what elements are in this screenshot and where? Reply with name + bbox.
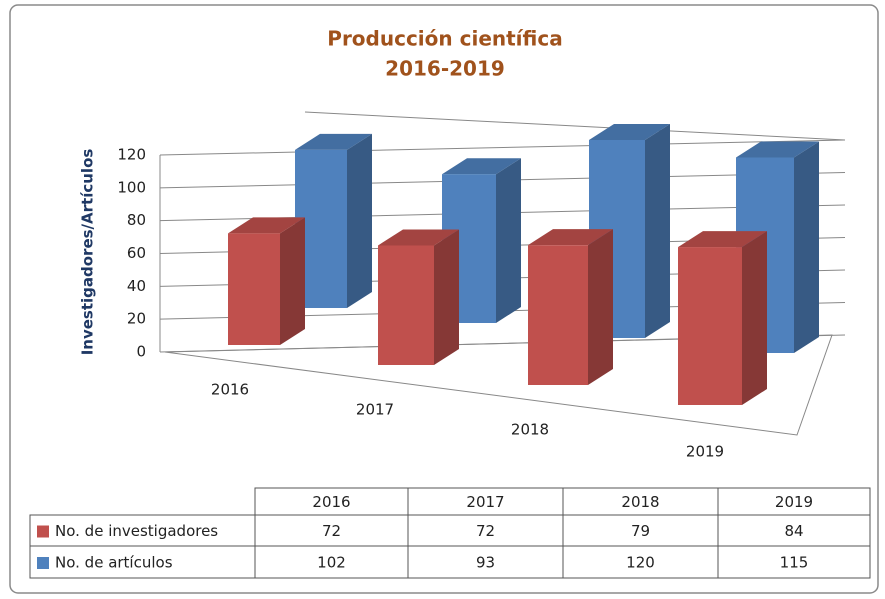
bar-top — [378, 229, 459, 246]
y-tick-label: 20 — [127, 310, 146, 328]
bar — [228, 233, 280, 345]
table-value: 72 — [476, 522, 495, 540]
y-tick-label: 40 — [127, 277, 146, 295]
bar-top — [295, 133, 372, 150]
bar-side — [794, 141, 819, 353]
legend-label: No. de investigadores — [55, 522, 218, 540]
chart-subtitle: 2016-2019 — [385, 57, 505, 81]
x-tick-label: 2019 — [686, 443, 724, 461]
bar-side — [280, 217, 305, 345]
bar — [528, 245, 588, 385]
x-tick-label: 2018 — [511, 421, 549, 439]
wall-top — [304, 111, 846, 141]
bar-side — [742, 231, 767, 405]
grid-line — [159, 139, 846, 156]
table-value: 79 — [631, 522, 650, 540]
bar-side — [496, 158, 521, 323]
bar-side — [347, 133, 372, 308]
y-tick-label: 100 — [117, 178, 146, 196]
table-header: 2016 — [312, 493, 350, 511]
bar-top — [678, 231, 767, 248]
bar-top — [589, 124, 670, 140]
y-tick-label: 120 — [117, 146, 146, 164]
bar-side — [645, 124, 670, 338]
y-axis-label: Investigadores/Artículos — [79, 149, 97, 356]
legend-label: No. de artículos — [55, 554, 173, 572]
table-header: 2019 — [775, 493, 813, 511]
table-header: 2018 — [621, 493, 659, 511]
y-tick-label: 80 — [127, 211, 146, 229]
legend-swatch — [37, 557, 49, 569]
table-header: 2017 — [466, 493, 504, 511]
y-tick-label: 60 — [127, 244, 146, 262]
bar-side — [434, 229, 459, 365]
chart-title: Producción científica — [327, 27, 562, 51]
bar-top — [442, 158, 521, 175]
table-value: 102 — [317, 554, 346, 572]
x-tick-label: 2017 — [356, 401, 394, 419]
table-value: 115 — [780, 554, 809, 572]
y-tick-label: 0 — [136, 343, 146, 361]
table-value: 120 — [626, 554, 655, 572]
table-value: 93 — [476, 554, 495, 572]
table-value: 84 — [784, 522, 803, 540]
bar — [678, 247, 742, 405]
bar-top — [736, 141, 819, 158]
x-tick-label: 2016 — [211, 381, 249, 399]
table-value: 72 — [322, 522, 341, 540]
table-row — [29, 545, 871, 579]
bar-side — [588, 229, 613, 385]
bar — [378, 245, 434, 365]
bar-top — [228, 217, 305, 234]
bar-top — [528, 229, 613, 246]
legend-swatch — [37, 525, 49, 538]
